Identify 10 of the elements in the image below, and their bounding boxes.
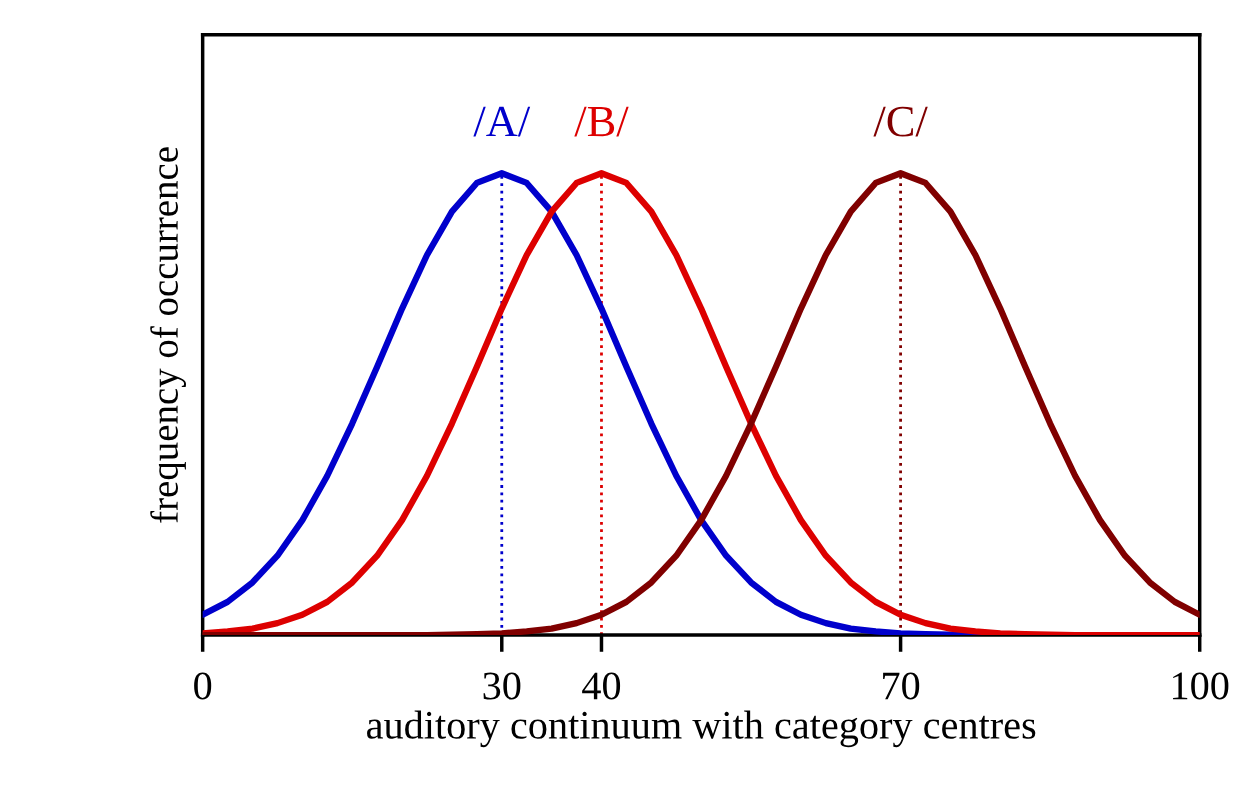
x-tick-label: 40 [582, 672, 621, 700]
x-tick-label: 100 [1173, 672, 1229, 700]
x-tick-label: 0 [194, 672, 212, 700]
x-axis-title: auditory continuum with category centres [367, 710, 1036, 748]
series-label: /C/ [873, 106, 928, 137]
x-tick-label: 70 [883, 672, 920, 700]
y-axis-title: frequency of occurrence [150, 147, 186, 523]
series-label: /B/ [574, 106, 629, 137]
series-label: /A/ [473, 106, 531, 137]
x-tick-label: 30 [483, 672, 521, 700]
